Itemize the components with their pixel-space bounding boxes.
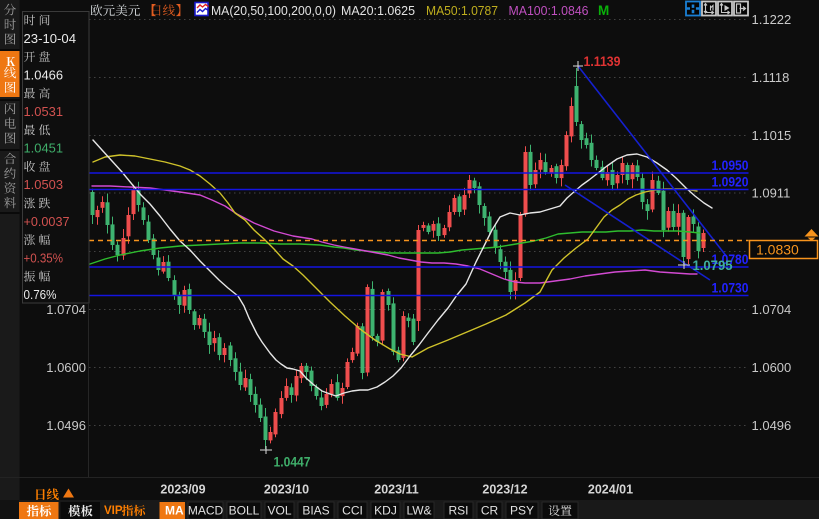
svg-text:1.0911: 1.0911 (752, 186, 791, 201)
svg-text:1.1139: 1.1139 (584, 54, 621, 69)
svg-text:2023/10: 2023/10 (264, 483, 309, 497)
svg-text:1.0704: 1.0704 (46, 302, 86, 317)
svg-text:1.0503: 1.0503 (24, 177, 64, 192)
svg-text:1.0496: 1.0496 (752, 418, 792, 433)
svg-text:+0.35%: +0.35% (24, 250, 64, 265)
svg-text:BOLL: BOLL (229, 504, 260, 518)
svg-text:MA20:1.0625: MA20:1.0625 (341, 3, 415, 18)
svg-text:MA100:1.0846: MA100:1.0846 (509, 3, 589, 18)
svg-text:CR: CR (481, 504, 499, 518)
svg-text:BIAS: BIAS (302, 504, 329, 518)
svg-text:2024/01: 2024/01 (588, 483, 633, 497)
svg-text:PSY: PSY (510, 504, 534, 518)
svg-text:VIP: VIP (104, 505, 123, 517)
svg-text:VOL: VOL (267, 504, 291, 518)
svg-text:RSI: RSI (448, 504, 468, 518)
svg-text:1.1015: 1.1015 (752, 128, 792, 143)
svg-text:1.1222: 1.1222 (752, 12, 792, 27)
svg-text:1.1118: 1.1118 (752, 70, 790, 85)
svg-text:MA: MA (165, 504, 184, 518)
svg-text:CCI: CCI (342, 504, 363, 518)
svg-text:KDJ: KDJ (374, 504, 397, 518)
svg-text:23-10-04: 23-10-04 (24, 31, 77, 46)
svg-text:1.0704: 1.0704 (752, 302, 792, 317)
svg-text:1.0920: 1.0920 (712, 175, 749, 190)
svg-text:1.0531: 1.0531 (24, 104, 64, 119)
svg-text:1.0496: 1.0496 (46, 418, 86, 433)
svg-text:1.0600: 1.0600 (752, 360, 792, 375)
svg-text:1.0730: 1.0730 (712, 281, 749, 296)
svg-text:1.0830: 1.0830 (756, 242, 799, 258)
svg-text:2023/11: 2023/11 (374, 483, 419, 497)
svg-text:1.0447: 1.0447 (274, 455, 311, 470)
svg-text:M: M (598, 3, 609, 18)
svg-text:0.76%: 0.76% (24, 287, 57, 302)
svg-text:1.0466: 1.0466 (24, 67, 64, 82)
svg-text:LW&: LW& (406, 504, 431, 518)
svg-text:+0.0037: +0.0037 (24, 214, 70, 229)
svg-text:2023/09: 2023/09 (160, 483, 205, 497)
svg-text:2023/12: 2023/12 (482, 483, 527, 497)
svg-text:1.0451: 1.0451 (24, 141, 64, 156)
svg-text:MA50:1.0787: MA50:1.0787 (426, 3, 498, 18)
svg-text:1.0780: 1.0780 (712, 252, 749, 267)
svg-text:MACD: MACD (188, 504, 224, 518)
svg-text:1.0795: 1.0795 (693, 258, 733, 273)
svg-text:1.0600: 1.0600 (46, 360, 86, 375)
svg-text:1.0950: 1.0950 (712, 158, 749, 173)
svg-text:MA(20,50,100,200,0,0): MA(20,50,100,200,0,0) (211, 3, 336, 18)
